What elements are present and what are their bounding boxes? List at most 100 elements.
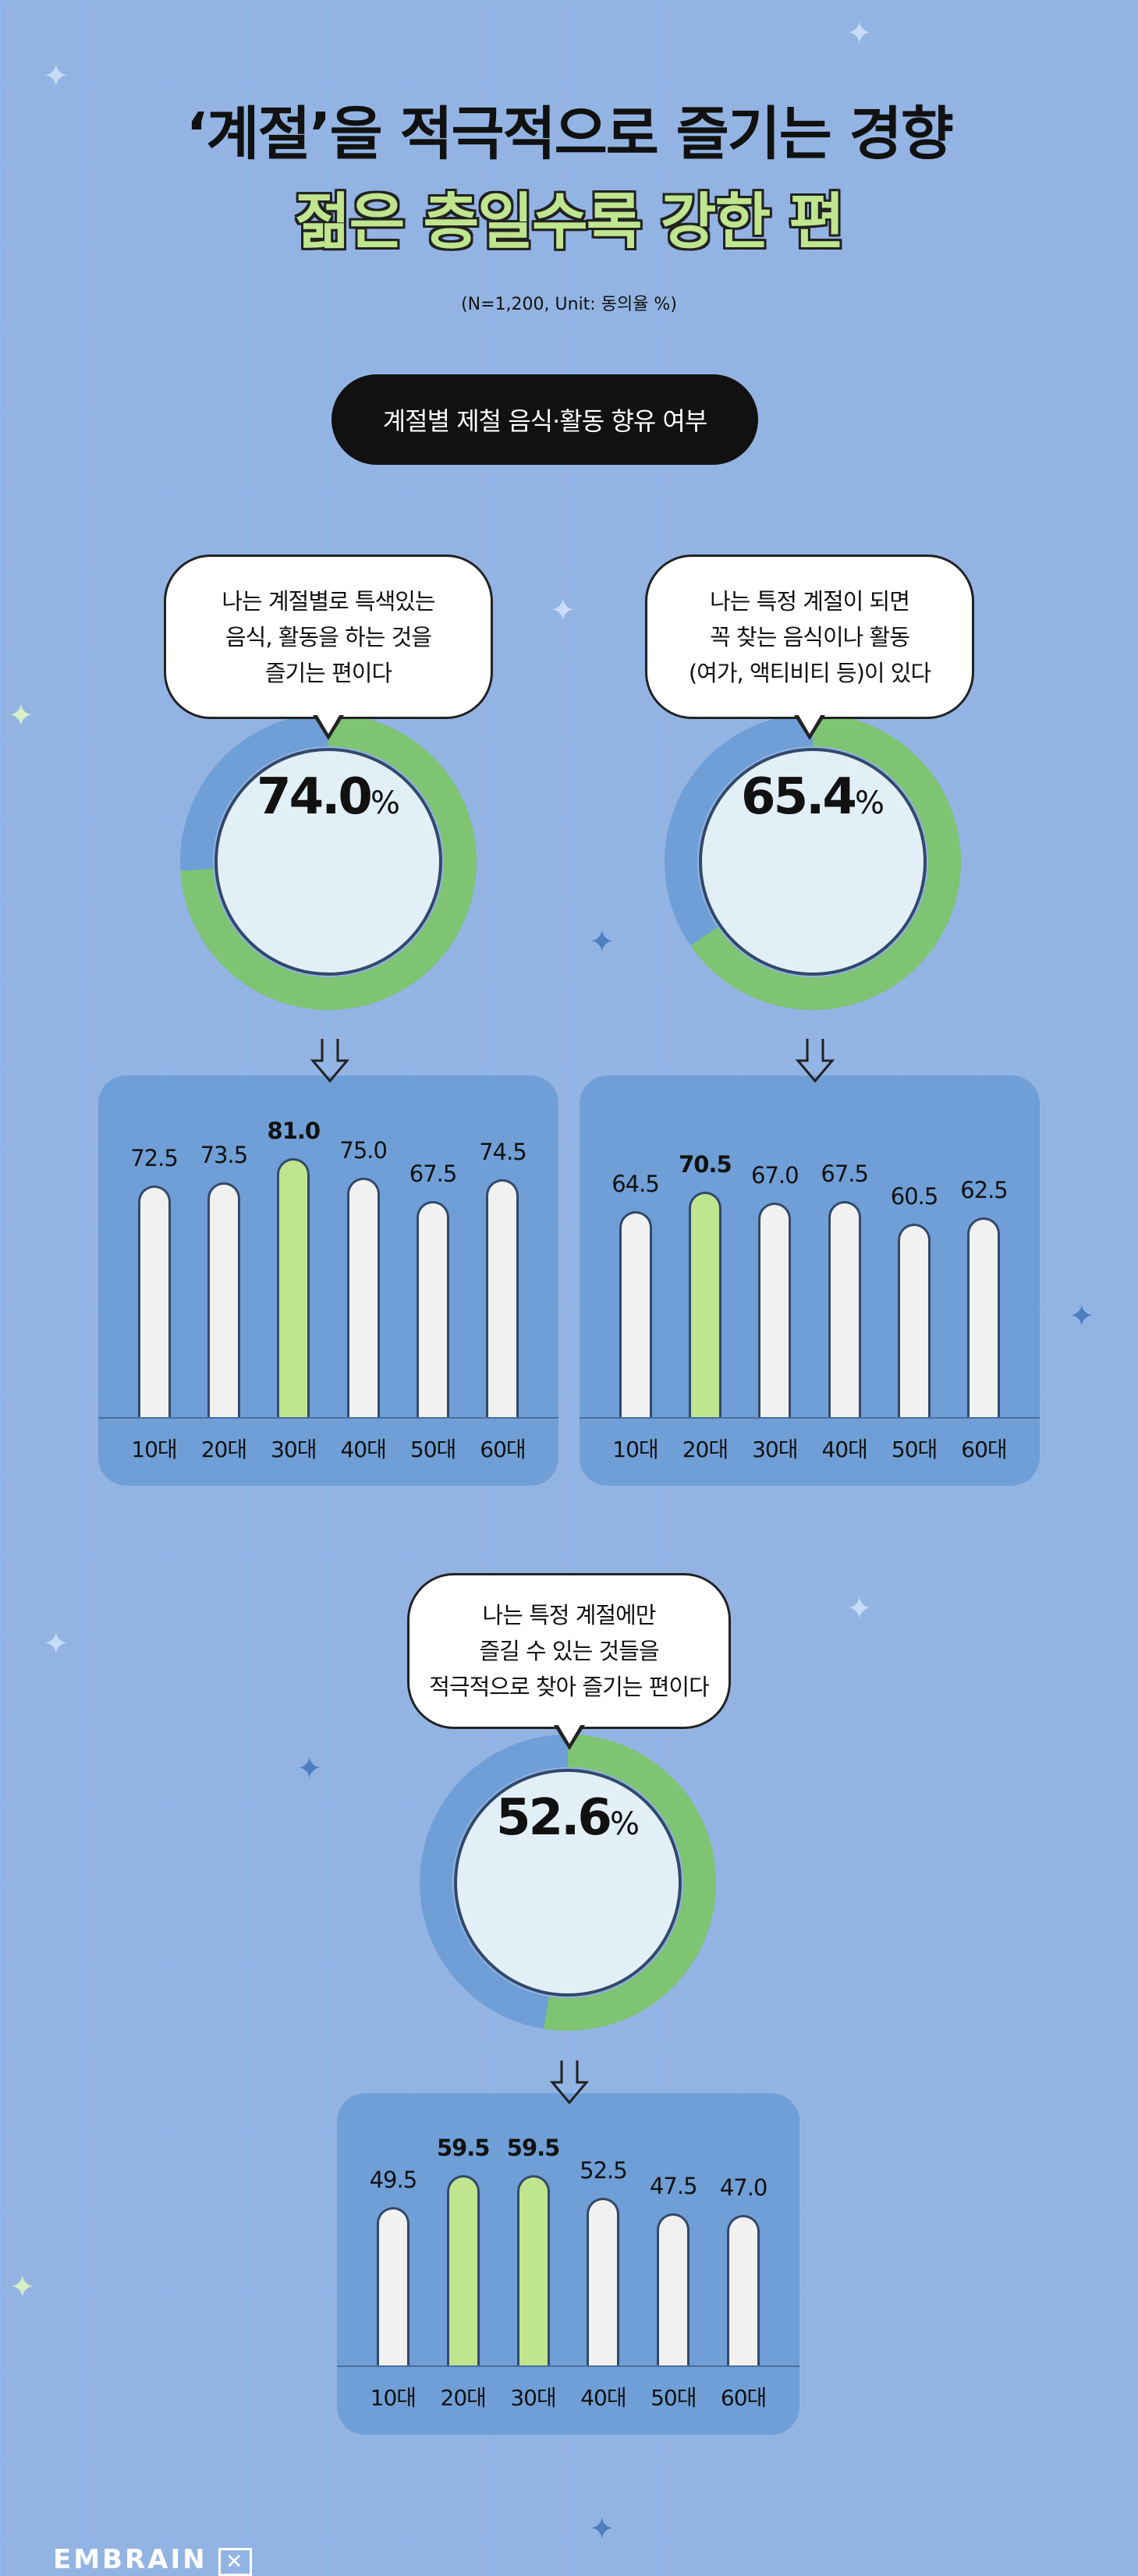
statement-bubble: 나는 특정 계절이 되면 꼭 찾는 음식이나 활동 (여가, 액티비티 등)이 있다 — [645, 555, 974, 740]
bar — [207, 1182, 240, 1417]
age-category-label: 10대 — [131, 1437, 177, 1462]
down-arrow-icon — [796, 1039, 835, 1083]
bar-value-label: 59.5 — [506, 2135, 561, 2162]
age-category-label: 60대 — [480, 1437, 526, 1462]
bar-value-label: 73.5 — [200, 1141, 249, 1168]
bar-value-label: 67.0 — [751, 1162, 799, 1189]
total-value: 65.4 — [741, 768, 857, 826]
age-category-label: 30대 — [510, 2385, 556, 2411]
bubble-tail — [794, 713, 825, 740]
age-category-label: 40대 — [821, 1437, 867, 1462]
total-value: 52.6 — [496, 1789, 612, 1847]
statement-line: 나는 특정 계절에만 — [482, 1602, 657, 1628]
statement-line: 음식, 활동을 하는 것을 — [225, 623, 432, 650]
donut-chart — [420, 1734, 716, 2031]
sparkle-icon: ✦ — [550, 593, 576, 629]
sparkle-icon: ✦ — [43, 1626, 69, 1662]
illustration-circle — [699, 748, 927, 976]
bar-value-label: 59.5 — [436, 2135, 491, 2162]
total-percentage: 52.6% — [451, 1789, 685, 1847]
age-category-label: 60대 — [961, 1437, 1007, 1462]
bar — [657, 2213, 690, 2365]
bar — [688, 1191, 721, 1417]
percent-unit: % — [609, 1806, 640, 1842]
age-category-label: 30대 — [752, 1437, 798, 1462]
illustration-circle — [454, 1769, 682, 1997]
total-value: 74.0 — [257, 768, 373, 826]
percent-unit: % — [370, 785, 400, 821]
age-category-label: 50대 — [891, 1437, 938, 1462]
bar-value-label: 72.5 — [130, 1144, 179, 1171]
bar-value-label: 67.5 — [821, 1160, 869, 1188]
age-category-label: 10대 — [612, 1437, 658, 1462]
bar — [486, 1178, 519, 1417]
bar-value-label: 70.5 — [679, 1150, 732, 1178]
bar — [516, 2175, 550, 2365]
age-category-label: 40대 — [340, 1437, 386, 1462]
illustration-circle — [214, 748, 442, 976]
bar — [727, 2215, 760, 2365]
age-category-label: 20대 — [200, 1437, 247, 1462]
sparkle-icon: ✦ — [8, 698, 34, 734]
sparkle-icon: ✦ — [846, 1591, 873, 1627]
bar-value-label: 60.5 — [890, 1182, 939, 1210]
bar-value-label: 47.0 — [719, 2174, 768, 2202]
down-arrow-icon — [310, 1039, 349, 1083]
sparkle-icon: ✦ — [1069, 1299, 1095, 1334]
age-category-label: 50대 — [651, 2385, 697, 2411]
age-category-label: 50대 — [409, 1437, 456, 1462]
bubble-tail — [553, 1723, 585, 1750]
percent-unit: % — [854, 785, 885, 821]
logo-mark-icon: ✕ — [218, 2548, 253, 2576]
bar-value-label: 62.5 — [960, 1176, 1009, 1203]
age-category-label: 40대 — [580, 2385, 626, 2411]
statement-line: 즐길 수 있는 것들을 — [479, 1638, 659, 1664]
baseline — [98, 1417, 558, 1419]
sparkle-icon: ✦ — [846, 16, 873, 51]
statement-line: 적극적으로 찾아 즐기는 편이다 — [429, 1674, 709, 1700]
age-category-label: 20대 — [440, 2385, 487, 2411]
statement-line: 즐기는 편이다 — [264, 659, 392, 686]
bar — [277, 1157, 310, 1417]
bar — [376, 2207, 409, 2365]
bar — [417, 1201, 450, 1417]
donut-agree-segment — [420, 1734, 716, 2031]
bubble-tail — [313, 713, 344, 740]
sparkle-icon: ✦ — [43, 58, 69, 94]
bar — [446, 2175, 480, 2365]
donut-chart — [665, 714, 961, 1010]
bar-value-label: 52.5 — [580, 2156, 628, 2184]
age-category-label: 30대 — [271, 1437, 317, 1462]
total-percentage: 74.0% — [211, 768, 445, 826]
bar — [587, 2197, 620, 2365]
bar — [346, 1177, 380, 1417]
bar-value-label: 74.5 — [479, 1138, 527, 1165]
bar-value-label: 47.5 — [649, 2173, 698, 2200]
section-label: 계절별 제철 음식·활동 향유 여부 — [331, 374, 758, 465]
statement-line: 꼭 찾는 음식이나 활동 — [710, 623, 910, 650]
bar-value-label: 75.0 — [339, 1136, 388, 1164]
total-percentage: 65.4% — [696, 768, 930, 826]
bar — [967, 1217, 1001, 1417]
bar-value-label: 67.5 — [409, 1160, 458, 1188]
logo-text: EMBRAIN — [53, 2544, 207, 2575]
baseline — [580, 1417, 1040, 1419]
bar-value-label: 64.5 — [612, 1170, 660, 1197]
sparkle-icon: ✦ — [589, 924, 615, 960]
donut-chart — [180, 714, 477, 1010]
bar — [758, 1203, 792, 1417]
embrain-logo: EMBRAIN ✕ — [53, 2544, 253, 2576]
statement-line: 나는 계절별로 특색있는 — [222, 587, 435, 615]
bar-value-label: 49.5 — [369, 2167, 418, 2194]
bar-value-label: 81.0 — [267, 1117, 321, 1144]
bar — [898, 1223, 931, 1417]
sparkle-icon: ✦ — [296, 1751, 323, 1787]
age-category-label: 20대 — [682, 1437, 729, 1462]
sparkle-icon: ✦ — [589, 2511, 615, 2547]
page-subtitle-highlight: 젊은 층일수록 강한 편 — [294, 187, 845, 257]
statement-line: 나는 특정 계절이 되면 — [710, 587, 910, 615]
age-category-label: 10대 — [370, 2385, 417, 2411]
down-arrow-icon — [550, 2060, 589, 2105]
